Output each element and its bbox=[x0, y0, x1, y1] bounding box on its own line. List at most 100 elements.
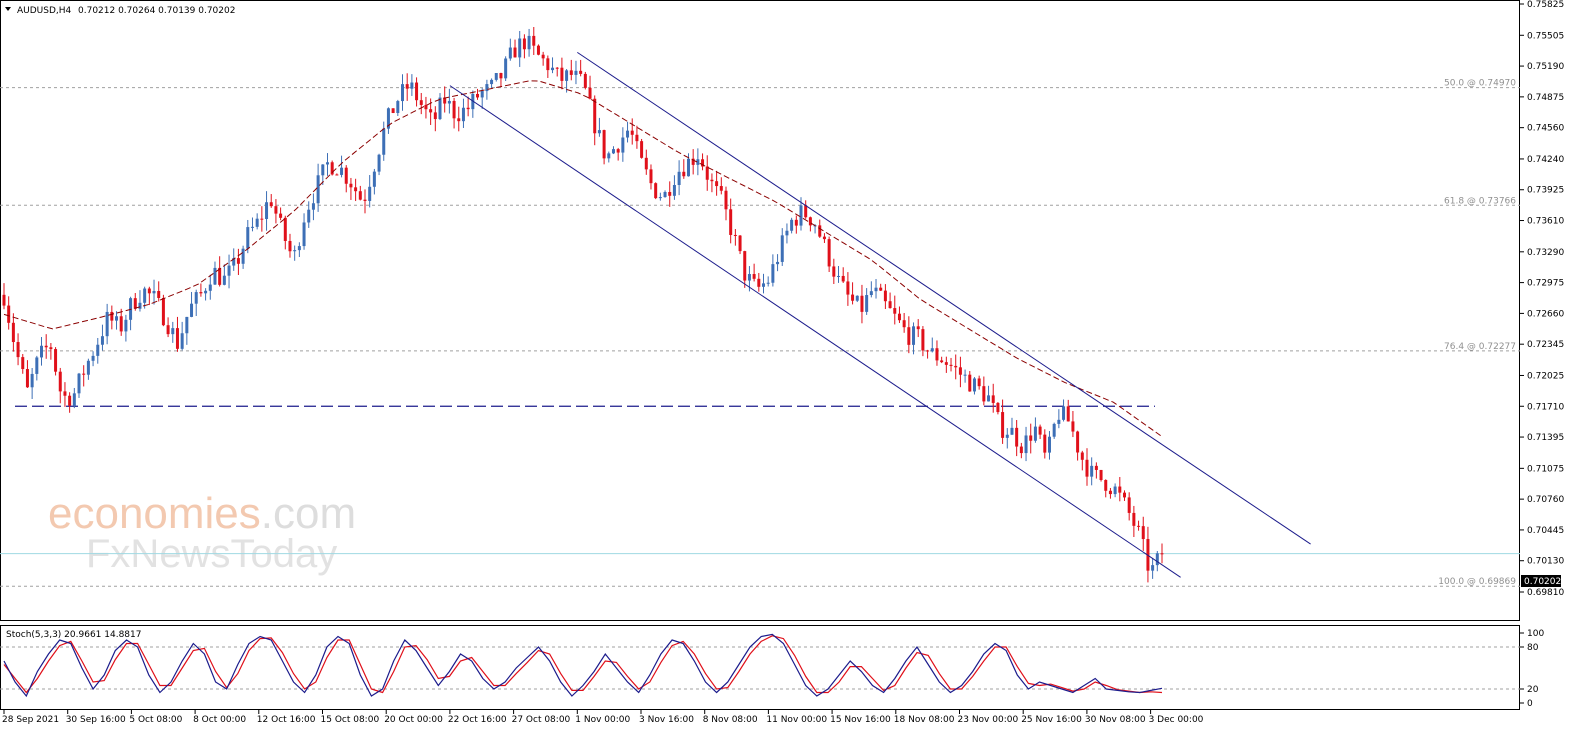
candle-body bbox=[354, 187, 358, 192]
candle-body bbox=[401, 84, 405, 102]
candle-body bbox=[949, 364, 953, 366]
candle-body bbox=[935, 348, 939, 361]
stoch-tick-label: 100 bbox=[1527, 629, 1544, 639]
candle-body bbox=[119, 316, 123, 332]
time-tick-label: 18 Nov 08:00 bbox=[894, 715, 955, 725]
candle-body bbox=[54, 349, 58, 372]
candle-body bbox=[677, 171, 681, 185]
candle-body bbox=[335, 174, 339, 176]
candle-body bbox=[1132, 512, 1136, 526]
candle-body bbox=[597, 130, 601, 134]
candle-body bbox=[701, 159, 705, 167]
candle-body bbox=[110, 311, 114, 321]
price-axis[interactable]: 0.75825 0.75505 0.75190 0.74875 0.74560 0.742… bbox=[1520, 0, 1564, 598]
candle-body bbox=[808, 217, 812, 226]
candle-body bbox=[837, 275, 841, 277]
candle-body bbox=[21, 357, 25, 370]
candle-body bbox=[982, 386, 986, 402]
price-tick-label: 0.70445 bbox=[1527, 526, 1564, 536]
candle-body bbox=[611, 149, 615, 154]
candle-body bbox=[293, 250, 297, 252]
time-tick-label: 1 Nov 00:00 bbox=[575, 715, 630, 725]
price-tick-label: 0.72975 bbox=[1527, 279, 1564, 289]
candle-body bbox=[940, 360, 944, 363]
candle-body bbox=[396, 101, 400, 113]
channel-lower-line[interactable] bbox=[449, 85, 1181, 578]
candle-body bbox=[757, 278, 761, 287]
stoch-axis: 100 80 20 0 bbox=[1520, 629, 1544, 709]
candle-body bbox=[1151, 565, 1155, 571]
price-tick-label: 0.71710 bbox=[1527, 402, 1564, 412]
price-tick-label: 0.72345 bbox=[1527, 340, 1564, 350]
candle-body bbox=[954, 365, 958, 368]
candle-body bbox=[452, 100, 456, 119]
candle-body bbox=[30, 373, 34, 388]
candle-body bbox=[593, 98, 597, 134]
candle-body bbox=[1094, 465, 1098, 470]
candle-body bbox=[968, 374, 972, 392]
candle-body bbox=[851, 294, 855, 301]
candle-body bbox=[1038, 426, 1042, 435]
candle-body bbox=[579, 70, 583, 74]
candle-body bbox=[747, 274, 751, 281]
candle-body bbox=[504, 58, 508, 79]
candle-body bbox=[499, 73, 503, 79]
candle-body bbox=[785, 230, 789, 236]
candle-body bbox=[855, 295, 859, 301]
time-tick-label: 27 Oct 08:00 bbox=[512, 715, 571, 725]
candle-body bbox=[325, 162, 329, 165]
candle-body bbox=[77, 373, 81, 394]
stoch-signal-line bbox=[3, 635, 1163, 694]
candle-body bbox=[1043, 434, 1047, 453]
candle-body bbox=[508, 47, 512, 59]
channel-upper-line[interactable] bbox=[577, 51, 1311, 545]
candle-body bbox=[419, 100, 423, 105]
candle-body bbox=[321, 164, 325, 176]
candle-body bbox=[560, 67, 564, 81]
candle-body bbox=[283, 217, 287, 241]
candle-body bbox=[1080, 452, 1084, 460]
candle-body bbox=[485, 84, 489, 92]
time-tick-label: 30 Nov 08:00 bbox=[1085, 715, 1146, 725]
candle-body bbox=[874, 287, 878, 292]
fib-level-label: 76.4 @ 0.72277 bbox=[1444, 342, 1516, 352]
candle-body bbox=[171, 328, 175, 335]
candle-body bbox=[893, 308, 897, 314]
candle-body bbox=[654, 183, 658, 199]
stoch-levels bbox=[0, 646, 1520, 690]
candle-body bbox=[457, 118, 461, 122]
candle-body bbox=[921, 329, 925, 351]
candle-body bbox=[635, 134, 639, 142]
candle-body bbox=[790, 219, 794, 231]
candle-body bbox=[738, 235, 742, 252]
current-price-tag bbox=[1521, 575, 1561, 587]
candle-body bbox=[241, 248, 245, 264]
candle-body bbox=[2, 294, 6, 306]
candle-body bbox=[1137, 525, 1141, 527]
stoch-tick-label: 0 bbox=[1527, 699, 1533, 709]
candle-body bbox=[115, 316, 119, 321]
candle-body bbox=[105, 311, 109, 337]
chart-menu-triangle-icon[interactable] bbox=[5, 7, 11, 11]
time-tick-label: 20 Oct 00:00 bbox=[384, 715, 443, 725]
candle-body bbox=[1047, 436, 1051, 453]
time-tick-label: 15 Oct 08:00 bbox=[321, 715, 380, 725]
candle-body bbox=[569, 70, 573, 75]
candle-body bbox=[518, 38, 522, 58]
price-tick-label: 0.74240 bbox=[1527, 155, 1564, 165]
candle-body bbox=[841, 275, 845, 282]
candle-body bbox=[405, 84, 409, 89]
candle-body bbox=[213, 267, 217, 285]
candle-body bbox=[827, 239, 831, 267]
candle-body bbox=[152, 291, 156, 294]
price-tick-label: 0.73290 bbox=[1527, 248, 1564, 258]
time-axis[interactable]: 28 Sep 2021 30 Sep 16:00 5 Oct 08:00 8 Oct … bbox=[2, 710, 1204, 725]
candle-body bbox=[794, 219, 798, 226]
candle-body bbox=[368, 186, 372, 201]
candle-body bbox=[443, 97, 447, 104]
price-tick-label: 0.70760 bbox=[1527, 495, 1564, 505]
candle-body bbox=[916, 326, 920, 330]
time-tick-label: 8 Nov 08:00 bbox=[703, 715, 758, 725]
candle-body bbox=[588, 87, 592, 99]
